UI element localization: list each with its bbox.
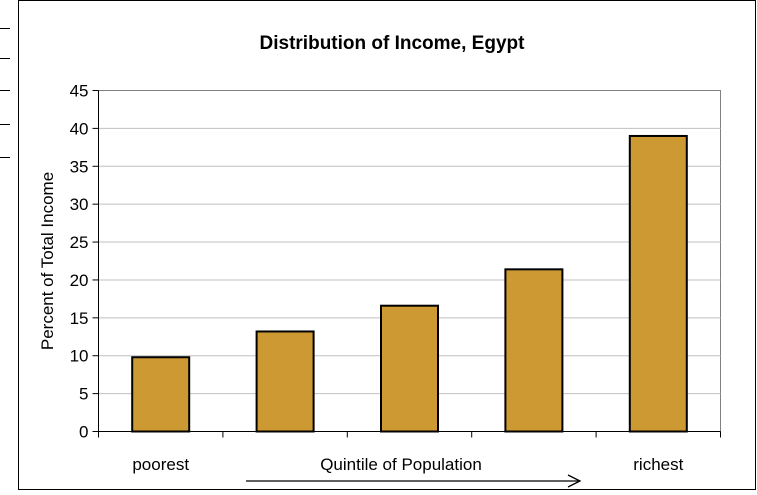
x-axis-arrow xyxy=(246,474,582,488)
x-tick-label: poorest xyxy=(132,455,189,474)
y-axis-ticks: 0 5 10 15 20 25 30 35 40 45 xyxy=(70,82,99,442)
x-axis-category-labels: poorest richest xyxy=(132,455,683,474)
y-tick-label: 25 xyxy=(70,233,89,252)
chart-title: Distribution of Income, Egypt xyxy=(260,33,526,54)
y-tick-label: 0 xyxy=(79,423,88,442)
bars xyxy=(131,134,688,433)
y-tick-label: 20 xyxy=(70,271,89,290)
page-edge-marks xyxy=(0,28,10,158)
y-tick-label: 10 xyxy=(70,347,89,366)
y-tick-label: 40 xyxy=(70,119,89,138)
y-axis-label: Percent of Total Income xyxy=(38,172,57,350)
bar-richest xyxy=(628,134,688,433)
y-tick-label: 35 xyxy=(70,157,89,176)
y-tick-label: 45 xyxy=(70,82,89,101)
bar-poorest xyxy=(131,356,191,433)
bar-quintile-3 xyxy=(380,304,439,433)
x-tick-label: richest xyxy=(633,455,683,474)
y-tick-label: 15 xyxy=(70,309,89,328)
y-tick-label: 30 xyxy=(70,195,89,214)
x-axis-ticks xyxy=(98,431,721,438)
bar-quintile-4 xyxy=(504,268,564,433)
x-axis-label: Quintile of Population xyxy=(320,455,482,474)
bar-quintile-2 xyxy=(255,330,315,433)
y-tick-label: 5 xyxy=(79,385,88,404)
